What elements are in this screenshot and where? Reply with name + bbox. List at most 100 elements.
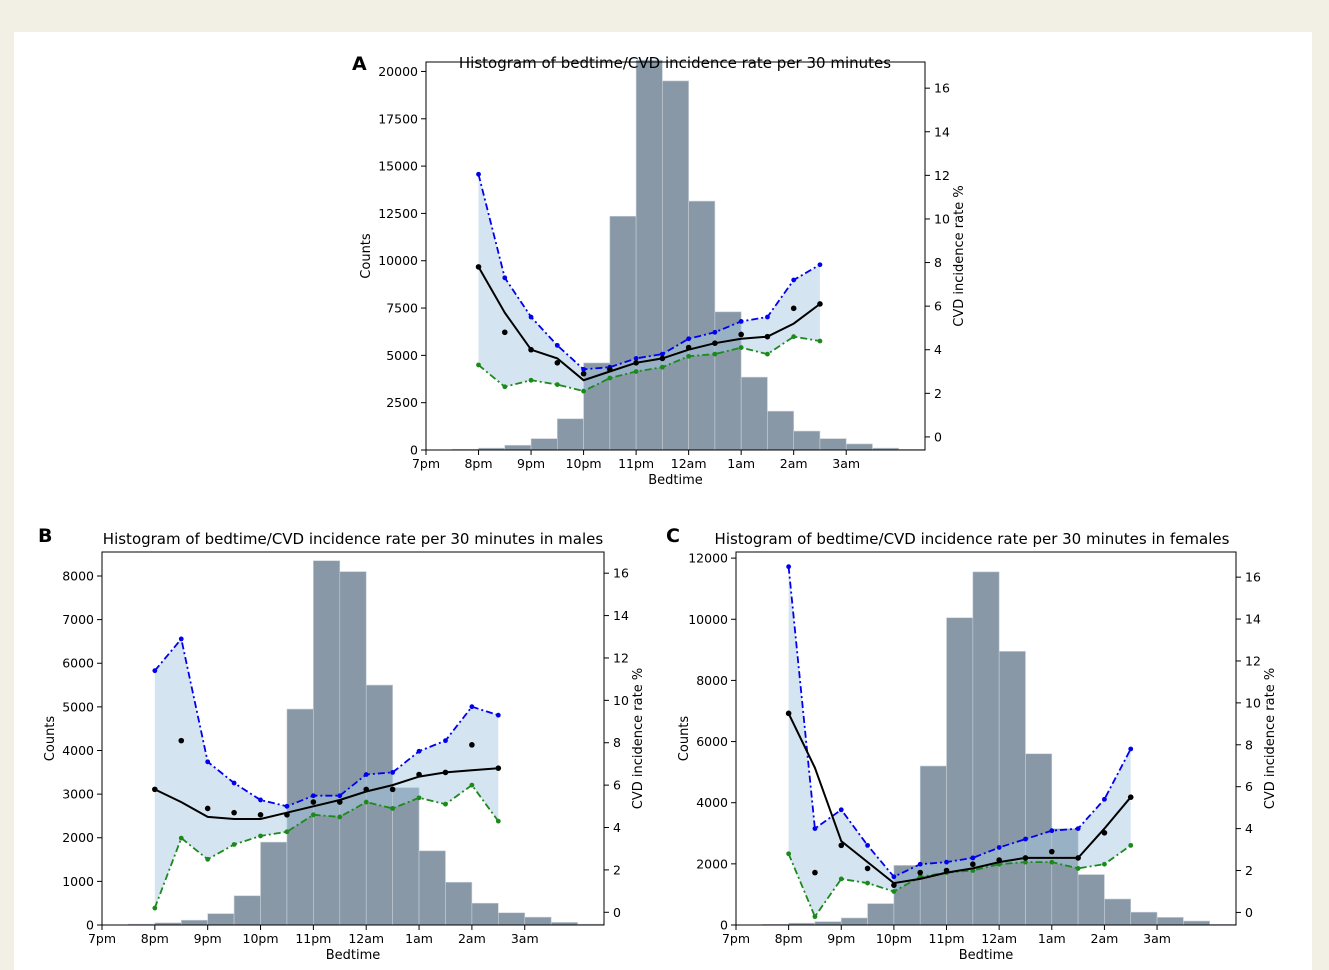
upper-bound-point: [231, 780, 237, 786]
y2-tick-label: 16: [613, 566, 629, 581]
upper-bound-point: [443, 738, 448, 744]
upper-bound-point: [284, 803, 290, 809]
upper-bound-point: [310, 793, 316, 799]
rate-point: [257, 811, 264, 818]
rate-point: [785, 710, 792, 717]
x-tick-label: 10pm: [566, 456, 602, 471]
y-tick-label: 12000: [688, 551, 728, 566]
upper-bound-line: [154, 636, 499, 808]
upper-bound-point: [917, 861, 923, 867]
lower-bound-point: [817, 338, 823, 344]
upper-bound-point: [1102, 796, 1107, 802]
rate-point: [178, 737, 185, 744]
upper-bound-point: [970, 855, 976, 861]
chart-title: Histogram of bedtime/CVD incidence rate …: [459, 54, 891, 72]
rate-point: [812, 869, 818, 876]
upper-bound-point: [363, 772, 369, 777]
rate-point: [310, 799, 317, 805]
y2-axis-label: CVD incidence rate %: [952, 185, 967, 326]
confidence-band: [154, 638, 499, 908]
x-tick-label: 11pm: [929, 931, 965, 946]
y2-tick-label: 4: [934, 342, 942, 357]
y2-tick-label: 0: [934, 429, 942, 444]
rate-point: [475, 264, 482, 270]
y-tick-label: 6000: [696, 734, 728, 749]
upper-bound-point: [476, 171, 481, 177]
upper-bound-point: [502, 275, 508, 281]
lower-bound-point: [765, 351, 770, 357]
x-tick-label: 9pm: [194, 931, 222, 946]
y-tick-label: 5000: [62, 699, 94, 714]
rate-point: [917, 869, 924, 876]
histogram-bar: [339, 571, 367, 926]
lower-bound-point: [686, 353, 692, 359]
x-tick-label: 9pm: [827, 931, 855, 946]
upper-bound-point: [554, 342, 560, 348]
panel-label: B: [38, 525, 52, 547]
histogram-bar: [1156, 917, 1184, 926]
histogram-bar: [793, 430, 821, 451]
x-tick-label: 10pm: [243, 931, 279, 946]
upper-bound-point: [738, 318, 744, 324]
y-tick-label: 2000: [696, 856, 728, 871]
y2-tick-label: 14: [1245, 612, 1261, 627]
histogram-bar: [840, 917, 868, 926]
figure: 7pm 8pm 9pm 10pm 11pm 12am 1am 2am 3am 0 2500 5000 7…: [14, 32, 1312, 970]
rate-point: [864, 865, 871, 872]
y-tick-label: 17500: [378, 111, 418, 126]
histogram-bar: [180, 919, 208, 926]
upper-bound-point: [469, 704, 475, 710]
histogram-bar: [471, 902, 499, 926]
y2-tick-label: 8: [934, 255, 942, 270]
y-tick-label: 0: [410, 443, 418, 458]
lower-bound-point: [865, 880, 870, 886]
y2-tick-label: 16: [1245, 570, 1261, 585]
histogram-bar: [1130, 911, 1158, 926]
y2-tick-label: 6: [1245, 779, 1253, 794]
rate-point: [1127, 794, 1134, 800]
x-tick-label: 8pm: [141, 931, 169, 946]
rate-point: [336, 799, 343, 805]
histogram-bar: [919, 765, 947, 926]
rate-point: [943, 867, 950, 874]
rate-point: [838, 842, 845, 849]
lower-bound-point: [476, 362, 481, 368]
lower-bound-point: [337, 814, 343, 820]
upper-bound-point: [838, 807, 844, 813]
confidence-band: [788, 566, 1131, 917]
x-tick-label: 7pm: [412, 456, 440, 471]
x-tick-label: 2am: [780, 456, 808, 471]
lower-bound-point: [152, 905, 158, 911]
y-tick-label: 4000: [62, 743, 94, 758]
lower-bound-point: [554, 382, 560, 388]
lower-bound-point: [712, 351, 718, 357]
histogram-bar: [524, 916, 552, 926]
y2-axis-label: CVD incidence rate %: [631, 668, 646, 809]
trend-line: [787, 712, 1132, 885]
upper-bound-point: [581, 366, 586, 372]
histogram-bar: [1183, 920, 1210, 926]
lower-bound-point: [1049, 859, 1055, 865]
lower-bound-line: [477, 335, 821, 393]
lower-bound-point: [581, 388, 586, 394]
upper-bound-point: [152, 668, 158, 674]
upper-bound-point: [390, 770, 396, 775]
y-tick-label: 5000: [386, 348, 418, 363]
lower-bound-point: [528, 377, 534, 383]
rate-point: [891, 882, 897, 888]
x-tick-label: 9pm: [517, 456, 545, 471]
y-tick-label: 15000: [378, 159, 418, 174]
x-tick-label: 3am: [1143, 931, 1171, 946]
y2-tick-label: 2: [934, 386, 942, 401]
rate-point: [495, 765, 502, 771]
panel-b: 7pm 8pm 9pm 10pm 11pm 12am 1am 2am 3am 0 1000 2000 3…: [38, 525, 646, 963]
upper-bound-point: [1075, 826, 1081, 832]
upper-bound-point: [495, 712, 501, 718]
y-tick-label: 12500: [378, 206, 418, 221]
panel-c: 7pm 8pm 9pm 10pm 11pm 12am 1am 2am 3am 0 2000 4000 6…: [666, 525, 1278, 963]
y2-tick-label: 6: [613, 778, 621, 793]
rate-point: [501, 329, 508, 336]
lower-bound-point: [1102, 861, 1107, 867]
x-axis-label: Bedtime: [959, 948, 1014, 963]
upper-bound-point: [337, 793, 343, 799]
